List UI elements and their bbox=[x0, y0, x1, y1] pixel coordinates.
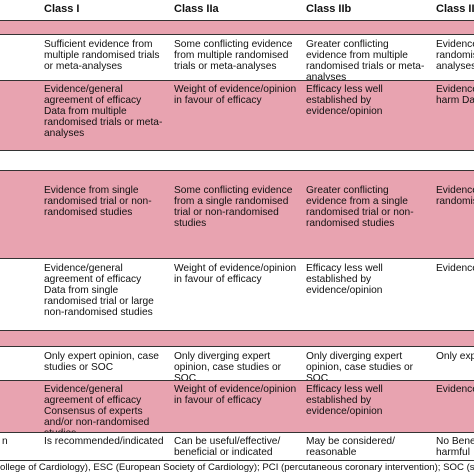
footnote: ollege of Cardiology), ESC (European Soc… bbox=[0, 462, 474, 473]
table-row: Sufficient evidence from multiple random… bbox=[0, 34, 474, 80]
table-cell: Evidence/general agreement of efficacy Co… bbox=[44, 384, 168, 432]
table-row: Evidence from single randomised trial or… bbox=[0, 170, 474, 258]
table-cell: Evidence or non-efficacy or harm Data fr… bbox=[436, 84, 474, 106]
table-row: n Is recommended/indicated Can be useful/e… bbox=[0, 432, 474, 460]
column-header: Class IIb bbox=[306, 3, 352, 15]
table-cell: Only expert opinion bbox=[436, 351, 474, 362]
table-row: Only expert opinion, case studies or SOC… bbox=[0, 346, 474, 380]
cell-line: Evidence/general agreement of efficacy bbox=[44, 84, 142, 106]
cell-line: Consensus of experts and/or non-randomis… bbox=[44, 406, 150, 432]
table-row: Evidence/general agreement of efficacy Da… bbox=[0, 258, 474, 330]
table-cell: Only diverging expert opinion, case stud… bbox=[174, 351, 282, 380]
table-cell: Weight of evidence/opinion in favour of … bbox=[174, 384, 297, 406]
table-cell: Weight of evidence/opinion in favour of … bbox=[174, 84, 297, 106]
table-cell: Only diverging expert opinion, case stud… bbox=[306, 351, 414, 380]
table-cell: Evidence or non-efficacy bbox=[436, 263, 474, 274]
table-cell: Is recommended/indicated bbox=[44, 436, 164, 447]
table-cell: Some conflicting evidence from multiple … bbox=[174, 39, 293, 72]
table-cell: Greater conflicting evidence from a sing… bbox=[306, 185, 414, 229]
table-cell: Greater conflicting evidence from multip… bbox=[306, 39, 425, 80]
table-cell: Some conflicting evidence from a single … bbox=[174, 185, 293, 229]
column-header: Class I bbox=[44, 3, 80, 15]
table-cell: Only expert opinion, case studies or SOC bbox=[44, 351, 159, 373]
table-cell: Efficacy less well established by eviden… bbox=[306, 263, 383, 296]
table-cell: Evidence from single randomised trial bbox=[436, 185, 474, 207]
table-bottom-rule bbox=[0, 460, 474, 461]
column-header: Class IIa bbox=[174, 3, 219, 15]
table-cell: Evidence from single randomised trial or… bbox=[44, 185, 152, 218]
cell-line: Evidence/general agreement of efficacy bbox=[44, 263, 142, 285]
table-cell: Evidence from multiple randomised trials… bbox=[436, 39, 474, 72]
table-cell: n bbox=[2, 436, 8, 447]
table-cell: Evidence/general agreement of efficacy Da… bbox=[44, 84, 168, 150]
cell-line: Data from multiple randomised trials or … bbox=[44, 106, 163, 139]
table-row: Evidence/general agreement of efficacy Co… bbox=[0, 380, 474, 432]
table-cell: Evidence or non-efficacy bbox=[436, 384, 474, 395]
table-cell: Weight of evidence/opinion in favour of … bbox=[174, 263, 297, 285]
table-cell: Can be useful/effective/ beneficial or i… bbox=[174, 436, 281, 458]
separator-row bbox=[0, 20, 474, 34]
table-cell: May be considered/ reasonable bbox=[306, 436, 395, 458]
separator-row bbox=[0, 330, 474, 346]
separator-row bbox=[0, 150, 474, 170]
table-cell: No Benefit or potentially harmful bbox=[436, 436, 474, 458]
table-row: Evidence/general agreement of efficacy Da… bbox=[0, 80, 474, 150]
table-cell: Efficacy less well established by eviden… bbox=[306, 384, 383, 417]
column-header: Class III bbox=[436, 3, 474, 15]
cell-line: Evidence/general agreement of efficacy bbox=[44, 384, 142, 406]
table-cell: Sufficient evidence from multiple random… bbox=[44, 39, 160, 72]
table-cell: Efficacy less well established by eviden… bbox=[306, 84, 383, 117]
cell-line: Data from single randomised trial or lar… bbox=[44, 285, 154, 318]
table-cell: Evidence/general agreement of efficacy Da… bbox=[44, 263, 168, 330]
